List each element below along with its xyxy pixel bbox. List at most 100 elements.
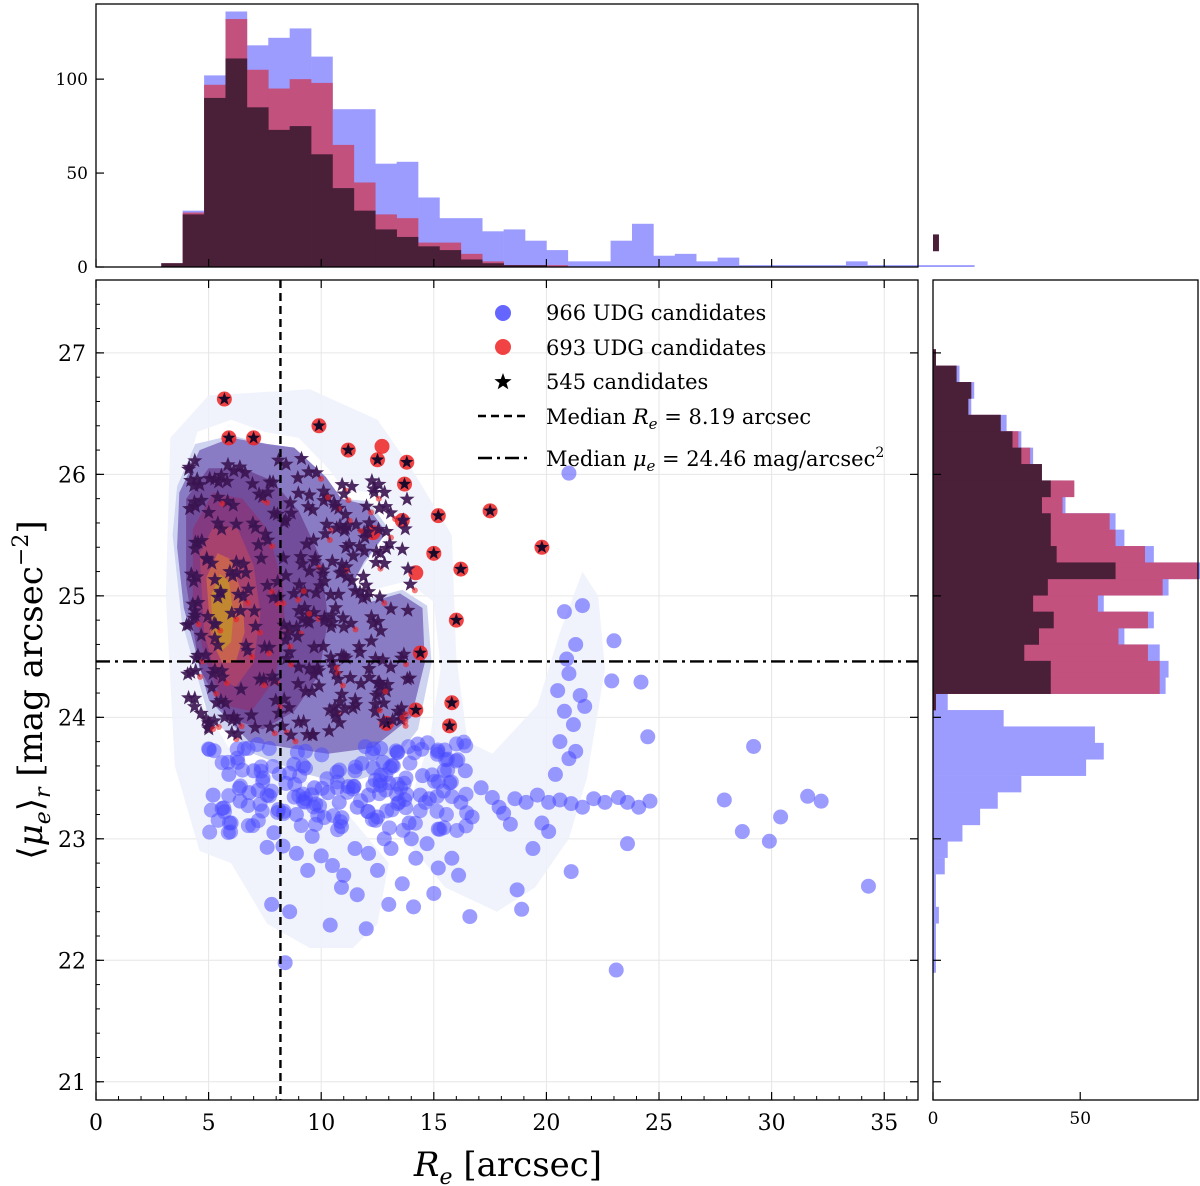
top-frame — [95, 3, 919, 268]
star-point — [217, 694, 234, 710]
blue-point — [297, 791, 313, 807]
star-point — [187, 607, 203, 622]
top-hist-bar-blue — [717, 257, 740, 267]
blue-point — [430, 860, 446, 876]
top-hist-bar-dark — [396, 236, 419, 267]
star-point — [322, 702, 338, 717]
top-hist-bar-blue — [653, 255, 676, 267]
top-hist-bar-dark — [503, 265, 526, 267]
top-y-tick-label: 100 — [56, 70, 88, 90]
red-point — [381, 600, 388, 607]
star-point — [338, 539, 354, 554]
right-hist-bar-dark — [933, 480, 1051, 498]
star-point — [294, 611, 311, 626]
blue-point — [746, 738, 762, 754]
top-hist-bar-blue — [867, 265, 890, 267]
top-hist-bar-blue — [910, 265, 932, 267]
star-point — [378, 498, 394, 514]
star-point — [400, 455, 414, 468]
top-hist-bar-dark — [482, 263, 504, 267]
star-point — [238, 564, 254, 580]
right-hist-bar-dark — [933, 464, 1042, 481]
star-point — [207, 630, 223, 645]
star-point — [187, 690, 203, 705]
blue-point — [453, 794, 469, 810]
blue-point — [347, 841, 363, 857]
star-point — [324, 553, 340, 568]
blue-point — [561, 666, 577, 682]
star-point — [235, 588, 251, 604]
star-point — [319, 516, 335, 531]
star-point — [382, 535, 398, 551]
blue-point — [240, 740, 256, 756]
star-point — [270, 573, 286, 589]
blue-point — [563, 864, 579, 880]
x-tick-label: 0 — [89, 1111, 103, 1136]
star-point — [378, 523, 394, 538]
right-hist-bar-dark — [933, 513, 1051, 530]
blue-point — [430, 821, 446, 837]
star-point — [240, 581, 256, 596]
right-hist-bar-dark — [933, 546, 1057, 563]
blue-point — [288, 807, 304, 823]
blue-point — [402, 755, 418, 771]
legend-label-red: 693 UDG candidates — [546, 336, 766, 360]
red-point — [300, 588, 307, 595]
star-point — [209, 694, 225, 710]
blue-point — [245, 818, 261, 834]
star-point — [283, 505, 299, 520]
x-tick-label: 5 — [202, 1111, 216, 1136]
blue-point — [606, 633, 622, 649]
top-hist-bar-dark — [182, 214, 205, 267]
top-hist-bar-blue — [482, 231, 504, 267]
blue-point — [358, 921, 374, 937]
red-point — [269, 543, 276, 550]
legend-star-shape — [494, 373, 512, 390]
blue-point — [360, 787, 376, 803]
blue-point — [734, 824, 750, 840]
red-point — [233, 616, 240, 623]
blue-point — [563, 796, 579, 812]
star-point — [201, 504, 217, 519]
star-point — [233, 681, 249, 696]
x-axis-label: Re [arcsec] — [413, 1145, 602, 1186]
legend-label-median-re: Median Re = 8.19 arcsec — [546, 405, 811, 433]
star-point — [371, 500, 387, 515]
main-plot-area — [96, 280, 918, 1100]
blue-point — [547, 766, 563, 782]
blue-point — [502, 816, 518, 832]
star-point — [279, 650, 295, 665]
star-point — [255, 488, 271, 504]
right-hist-bar-dark — [933, 660, 1051, 678]
blue-point — [462, 909, 478, 925]
star-point — [348, 516, 364, 532]
top-hist-bar-blue — [546, 250, 569, 267]
blue-point — [275, 838, 291, 854]
right-hist-bar-dark — [933, 382, 972, 399]
right-hist-bar-blue — [933, 775, 1022, 793]
right-hist-bar-dark — [933, 496, 1042, 514]
star-point — [290, 714, 307, 729]
star-point — [257, 526, 274, 541]
right-hist-bar-dark — [933, 578, 1048, 596]
right-x-tick-label: 50 — [1069, 1109, 1091, 1129]
star-point — [206, 713, 222, 728]
star-point — [383, 601, 399, 616]
star-point — [183, 664, 199, 679]
right-hist-bar-dark — [933, 365, 957, 383]
star-point — [265, 589, 281, 604]
red-point — [261, 682, 268, 689]
blue-point — [556, 703, 572, 719]
y-tick-label: 21 — [58, 1071, 86, 1096]
red-point — [266, 650, 273, 657]
star-point — [207, 571, 223, 587]
star-point — [301, 660, 317, 676]
star-point — [291, 577, 307, 592]
right-hist-bar-blue — [933, 890, 936, 908]
top-hist-bar-blue — [888, 265, 911, 267]
star-point — [345, 548, 361, 563]
star-point — [341, 443, 355, 456]
star-point — [413, 645, 427, 659]
star-point — [337, 520, 353, 536]
top-hist-bar-blue — [803, 265, 825, 267]
